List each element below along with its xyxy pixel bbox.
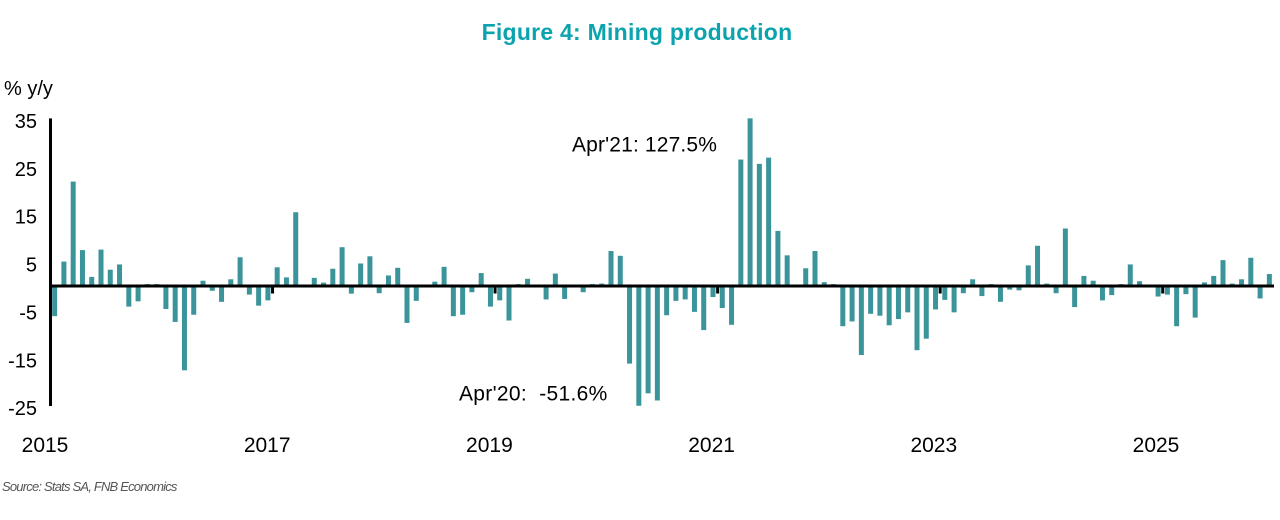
- svg-text:5: 5: [26, 255, 37, 277]
- svg-text:-5: -5: [19, 302, 37, 324]
- svg-text:Apr'21: 127.5%: Apr'21: 127.5%: [572, 134, 717, 157]
- svg-text:35: 35: [15, 111, 37, 133]
- svg-text:Source: Stats SA, FNB Economic: Source: Stats SA, FNB Economics: [2, 479, 178, 494]
- svg-text:2017: 2017: [244, 434, 291, 457]
- svg-text:% y/y: % y/y: [4, 78, 53, 100]
- svg-text:2019: 2019: [466, 434, 513, 457]
- svg-text:-15: -15: [8, 350, 37, 372]
- svg-text:2021: 2021: [688, 434, 735, 457]
- svg-text:15: 15: [15, 207, 37, 229]
- svg-text:2023: 2023: [910, 434, 957, 457]
- svg-text:Figure 4: Mining production: Figure 4: Mining production: [482, 19, 793, 45]
- svg-text:-25: -25: [8, 398, 37, 420]
- svg-text:Apr'20: -51.6%: Apr'20: -51.6%: [459, 383, 608, 406]
- svg-text:2025: 2025: [1133, 434, 1180, 457]
- svg-text:2015: 2015: [22, 434, 69, 457]
- svg-text:25: 25: [15, 159, 37, 181]
